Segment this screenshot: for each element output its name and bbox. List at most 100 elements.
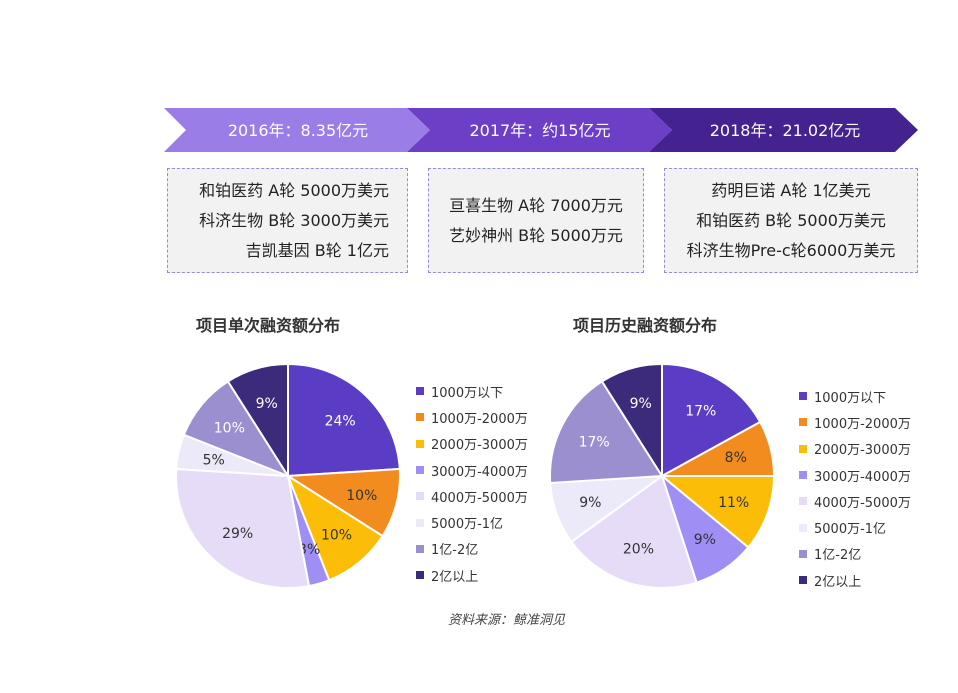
deal-item: 科济生物Pre-c轮6000万美元 bbox=[686, 240, 896, 260]
legend-item: 1亿-2亿 bbox=[416, 536, 528, 562]
legend-swatch bbox=[416, 439, 424, 448]
legend-label: 1亿-2亿 bbox=[814, 548, 862, 564]
legend-swatch bbox=[799, 392, 807, 401]
legend-label: 4000万-5000万 bbox=[814, 495, 911, 511]
legend-swatch bbox=[799, 523, 807, 532]
legend-swatch bbox=[416, 544, 424, 553]
pie-slice-1 bbox=[287, 362, 401, 478]
slice-label: 10% bbox=[214, 420, 245, 436]
legend-item: 5000万-1亿 bbox=[799, 514, 911, 540]
pie-slice-6 bbox=[549, 474, 666, 544]
legend-item: 4000万-5000万 bbox=[416, 483, 528, 509]
pie-slice-1 bbox=[661, 362, 762, 478]
slice-label: 17% bbox=[579, 434, 610, 450]
deal-item: 药明巨诺 A轮 1亿美元 bbox=[711, 180, 871, 200]
legend-swatch bbox=[416, 387, 424, 396]
timeline-label-2016: 2016年：8.35亿元 bbox=[228, 121, 368, 140]
legend-swatch bbox=[799, 576, 807, 585]
pie-slice-5 bbox=[569, 474, 698, 589]
legend-swatch bbox=[799, 549, 807, 558]
slice-label: 10% bbox=[346, 488, 377, 504]
deal-item: 亘喜生物 A轮 7000万元 bbox=[449, 195, 623, 215]
pie-slice-3 bbox=[285, 473, 384, 582]
legend-swatch bbox=[416, 466, 424, 475]
legend-swatch bbox=[799, 497, 807, 506]
slice-label: 11% bbox=[718, 495, 749, 511]
chart-title-single-round: 项目单次融资额分布 bbox=[196, 316, 341, 335]
legend-item: 2000万-3000万 bbox=[416, 431, 528, 457]
legend-item: 2亿以上 bbox=[416, 562, 528, 588]
slice-label: 10% bbox=[321, 528, 352, 544]
timeline-label-2018: 2018年：21.02亿元 bbox=[710, 121, 861, 140]
deal-item: 和铂医药 B轮 5000万美元 bbox=[696, 210, 886, 230]
legend-item: 5000万-1亿 bbox=[416, 509, 528, 535]
legend-label: 1000万以下 bbox=[814, 390, 887, 406]
legend-label: 1000万以下 bbox=[431, 385, 504, 401]
deal-item: 科济生物 B轮 3000万美元 bbox=[199, 210, 389, 230]
legend-item: 1亿-2亿 bbox=[799, 541, 911, 567]
legend-swatch bbox=[799, 444, 807, 453]
legend-item: 1000万-2000万 bbox=[416, 404, 528, 430]
slice-label: 24% bbox=[325, 413, 356, 429]
legend-label: 2亿以上 bbox=[431, 569, 479, 585]
legend-label: 2亿以上 bbox=[814, 574, 862, 590]
legend-label: 4000万-5000万 bbox=[431, 490, 528, 506]
pie-slice-6 bbox=[175, 433, 289, 477]
legend-label: 3000万-4000万 bbox=[814, 469, 911, 485]
legend-label: 1000万-2000万 bbox=[814, 416, 911, 432]
slice-label: 9% bbox=[630, 396, 652, 412]
deals-box-2016: 和铂医药 A轮 5000万美元 科济生物 B轮 3000万美元 吉凯基因 B轮 … bbox=[167, 168, 408, 273]
timeline-arrow-2017 bbox=[407, 108, 672, 152]
legend-item: 2亿以上 bbox=[799, 567, 911, 593]
pie-slice-2 bbox=[661, 420, 776, 477]
deal-item: 吉凯基因 B轮 1亿元 bbox=[245, 240, 389, 260]
legend-label: 3000万-4000万 bbox=[431, 464, 528, 480]
pie-slice-8 bbox=[226, 362, 289, 480]
legend-item: 3000万-4000万 bbox=[799, 462, 911, 488]
legend-single-round: 1000万以下 1000万-2000万 2000万-3000万 3000万-4000万… bbox=[416, 378, 528, 588]
timeline-banner: 2016年：8.35亿元 2017年：约15亿元 2018年：21.02亿元 bbox=[164, 108, 918, 152]
pie-slice-7 bbox=[549, 380, 664, 485]
legend-label: 1亿-2亿 bbox=[431, 543, 479, 559]
legend-swatch bbox=[416, 413, 424, 422]
timeline-arrow-2018 bbox=[649, 108, 918, 152]
legend-item: 2000万-3000万 bbox=[799, 436, 911, 462]
legend-swatch bbox=[416, 492, 424, 501]
slice-label: 3% bbox=[298, 542, 320, 558]
deal-item: 和铂医药 A轮 5000万美元 bbox=[199, 180, 389, 200]
legend-swatch bbox=[416, 571, 424, 580]
timeline-arrow-2016 bbox=[164, 108, 430, 152]
legend-historical: 1000万以下 1000万-2000万 2000万-3000万 3000万-4000万… bbox=[799, 383, 911, 593]
legend-item: 3000万-4000万 bbox=[416, 457, 528, 483]
slice-label: 9% bbox=[256, 396, 278, 412]
slice-label: 29% bbox=[222, 526, 253, 542]
deals-box-2017: 亘喜生物 A轮 7000万元 艺妙神州 B轮 5000万元 bbox=[428, 168, 644, 273]
timeline-label-2017: 2017年：约15亿元 bbox=[469, 121, 610, 140]
slice-label: 8% bbox=[725, 450, 747, 466]
slice-label: 5% bbox=[203, 452, 225, 468]
slice-label: 9% bbox=[694, 532, 716, 548]
legend-swatch bbox=[416, 518, 424, 527]
slice-label: 17% bbox=[685, 403, 716, 419]
legend-label: 5000万-1亿 bbox=[814, 522, 887, 538]
legend-label: 5000万-1亿 bbox=[431, 517, 504, 533]
legend-item: 1000万-2000万 bbox=[799, 409, 911, 435]
pie-slice-4 bbox=[287, 475, 331, 588]
deal-item: 艺妙神州 B轮 5000万元 bbox=[449, 225, 623, 245]
pie-slice-7 bbox=[182, 380, 291, 479]
legend-swatch bbox=[799, 418, 807, 427]
pie-slice-5 bbox=[175, 467, 311, 589]
pie-slice-2 bbox=[284, 467, 401, 538]
legend-label: 2000万-3000万 bbox=[431, 438, 528, 454]
pie-slice-3 bbox=[659, 475, 776, 549]
slice-label: 9% bbox=[579, 495, 601, 511]
legend-label: 2000万-3000万 bbox=[814, 443, 911, 459]
pie-slice-4 bbox=[659, 473, 750, 584]
pie-slice-8 bbox=[600, 362, 663, 480]
deals-box-2018: 药明巨诺 A轮 1亿美元 和铂医药 B轮 5000万美元 科济生物Pre-c轮6… bbox=[664, 168, 918, 273]
legend-item: 1000万以下 bbox=[799, 383, 911, 409]
slice-label: 20% bbox=[623, 541, 654, 557]
chart-title-historical: 项目历史融资额分布 bbox=[573, 316, 718, 335]
legend-swatch bbox=[799, 471, 807, 480]
legend-label: 1000万-2000万 bbox=[431, 411, 528, 427]
